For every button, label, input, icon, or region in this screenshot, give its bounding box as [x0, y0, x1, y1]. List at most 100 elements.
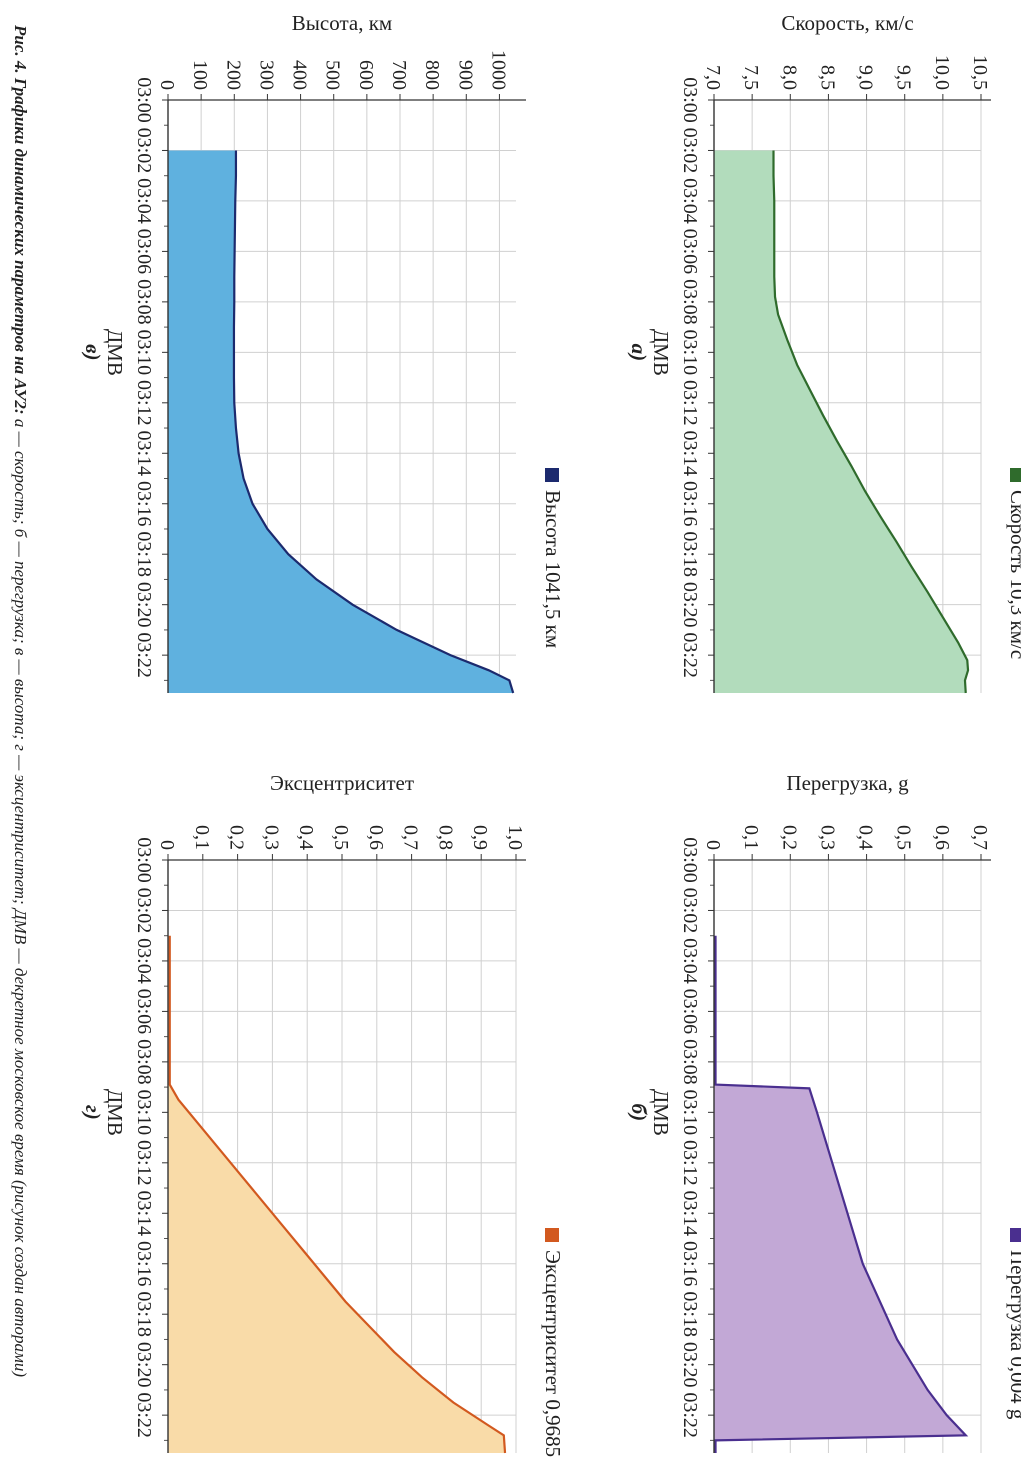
y-tick-label: 0,4 [295, 825, 317, 850]
panel-letter-c: в) [81, 344, 105, 360]
x-tick-label: 03:22 [679, 632, 701, 678]
y-tick-label: 8,0 [778, 65, 800, 90]
x-tick-label: 03:12 [133, 1140, 155, 1186]
x-tick-label: 03:16 [133, 1241, 155, 1287]
x-axis-label-d: ДМВ [103, 1089, 127, 1136]
area-fill-b [714, 1084, 966, 1453]
y-tick-label: 9,0 [855, 65, 877, 90]
legend-swatch-a [1010, 468, 1021, 482]
legend-label-b: Перегрузка 0,004 g [1006, 1250, 1021, 1420]
x-tick-label: 03:18 [133, 531, 155, 577]
x-tick-label: 03:14 [679, 1190, 701, 1236]
x-tick-label: 03:04 [133, 938, 155, 984]
x-tick-label: 03:02 [133, 128, 155, 174]
x-tick-label: 03:16 [133, 481, 155, 527]
y-tick-label: 8,5 [816, 65, 838, 90]
series-line-b [714, 935, 969, 1453]
x-tick-label: 03:14 [133, 1190, 155, 1236]
legend-label-c: Высота 1041,5 км [541, 490, 565, 648]
legend-swatch-b [1010, 1228, 1021, 1242]
y-tick-label: 9,5 [893, 65, 915, 90]
x-tick-label: 03:20 [133, 582, 155, 628]
x-tick-label: 03:10 [679, 1090, 701, 1136]
y-tick-label: 1000 [487, 50, 509, 90]
x-tick-label: 03:14 [133, 430, 155, 476]
x-tick-label: 03:06 [679, 989, 701, 1035]
y-tick-label: 0,8 [434, 825, 456, 850]
y-tick-label: 0,1 [191, 825, 213, 850]
x-tick-label: 03:20 [679, 582, 701, 628]
x-tick-label: 03:08 [679, 1039, 701, 1085]
x-tick-label: 03:18 [679, 1291, 701, 1337]
series-line-d [168, 935, 507, 1454]
x-tick-label: 03:00 [133, 77, 155, 123]
x-tick-label: 03:06 [133, 229, 155, 275]
y-tick-label: 0,4 [855, 825, 877, 850]
y-tick-label: 0,1 [740, 825, 762, 850]
x-tick-label: 03:04 [133, 178, 155, 224]
y-tick-label: 0,7 [969, 825, 991, 850]
x-tick-label: 03:22 [679, 1392, 701, 1438]
y-tick-label: 0 [156, 80, 178, 90]
y-axis-label-d: Эксцентриситет [270, 771, 414, 795]
x-tick-label: 03:02 [133, 888, 155, 934]
x-tick-label: 03:08 [133, 1039, 155, 1085]
y-tick-label: 0,6 [931, 825, 953, 850]
x-tick-label: 03:12 [133, 380, 155, 426]
x-tick-label: 03:20 [133, 1342, 155, 1388]
series-line-a [772, 150, 970, 694]
y-tick-label: 0,2 [226, 825, 248, 850]
series-line-c [232, 150, 515, 694]
y-tick-label: 0,7 [400, 825, 422, 850]
figure-caption: Рис. 4. Графики динамических параметров … [11, 24, 30, 1377]
x-tick-label: 03:12 [679, 380, 701, 426]
x-tick-label: 03:06 [679, 229, 701, 275]
y-tick-label: 900 [454, 60, 476, 90]
legend-label-a: Скорость 10,3 км/с [1006, 490, 1021, 659]
y-tick-label: 500 [322, 60, 344, 90]
y-tick-label: 200 [222, 60, 244, 90]
caption-text: а — скорость; б — перегрузка; в — высота… [11, 415, 30, 1378]
x-tick-label: 03:10 [133, 330, 155, 376]
y-tick-label: 0 [156, 840, 178, 850]
y-tick-label: 0,2 [778, 825, 800, 850]
legend-swatch-d [545, 1228, 559, 1242]
y-tick-label: 0,3 [816, 825, 838, 850]
panel-letter-d: г) [81, 1105, 105, 1120]
chart-panel-d: 0 0,1 0,2 0,3 0,4 0,5 0,6 0,7 0,8 0,9 1,0 03:00 03:0… [81, 771, 565, 1457]
y-tick-label: 0,9 [469, 825, 491, 850]
y-axis-label-b: Перегрузка, g [786, 771, 909, 795]
area-fill-d [168, 1084, 506, 1453]
legend-swatch-c [545, 468, 559, 482]
y-tick-label: 7,0 [702, 65, 724, 90]
x-tick-label: 03:16 [679, 1241, 701, 1287]
y-tick-label: 7,5 [740, 65, 762, 90]
x-tick-label: 03:10 [133, 1090, 155, 1136]
y-tick-label: 1,0 [504, 825, 526, 850]
x-tick-label: 03:22 [133, 1392, 155, 1438]
y-tick-label: 0,5 [893, 825, 915, 850]
area-fill-c [168, 150, 514, 693]
y-axis-label-c: Высота, км [292, 11, 392, 35]
y-tick-label: 300 [255, 60, 277, 90]
legend-label-d: Эксцентриситет 0,9685 [541, 1250, 565, 1457]
y-tick-label: 0,3 [260, 825, 282, 850]
x-tick-label: 03:02 [679, 888, 701, 934]
x-tick-label: 03:10 [679, 330, 701, 376]
panel-letter-a: а) [627, 344, 651, 362]
y-tick-label: 0,5 [330, 825, 352, 850]
x-tick-label: 03:18 [679, 531, 701, 577]
y-tick-label: 700 [388, 60, 410, 90]
x-tick-label: 03:00 [133, 837, 155, 883]
x-tick-label: 03:04 [679, 938, 701, 984]
chart-panel-c: 0 100 200 300 400 500 600 700 800 900 1000 03:00 03:… [81, 11, 565, 694]
chart-panel-b: 0 0,1 0,2 0,3 0,4 0,5 0,6 0,7 03:00 03:02 03:04 03:… [627, 771, 1021, 1453]
y-axis-label-a: Скорость, км/с [781, 11, 913, 35]
x-axis-label-a: ДМВ [649, 329, 673, 376]
chart-panel-a: 7,0 7,5 8,0 8,5 9,0 9,5 10,0 10,5 03:00 03:02 03:0… [627, 11, 1021, 694]
x-tick-label: 03:14 [679, 430, 701, 476]
x-tick-label: 03:00 [679, 837, 701, 883]
x-tick-label: 03:16 [679, 481, 701, 527]
caption-bold: Рис. 4. Графики динамических параметров … [11, 24, 30, 415]
